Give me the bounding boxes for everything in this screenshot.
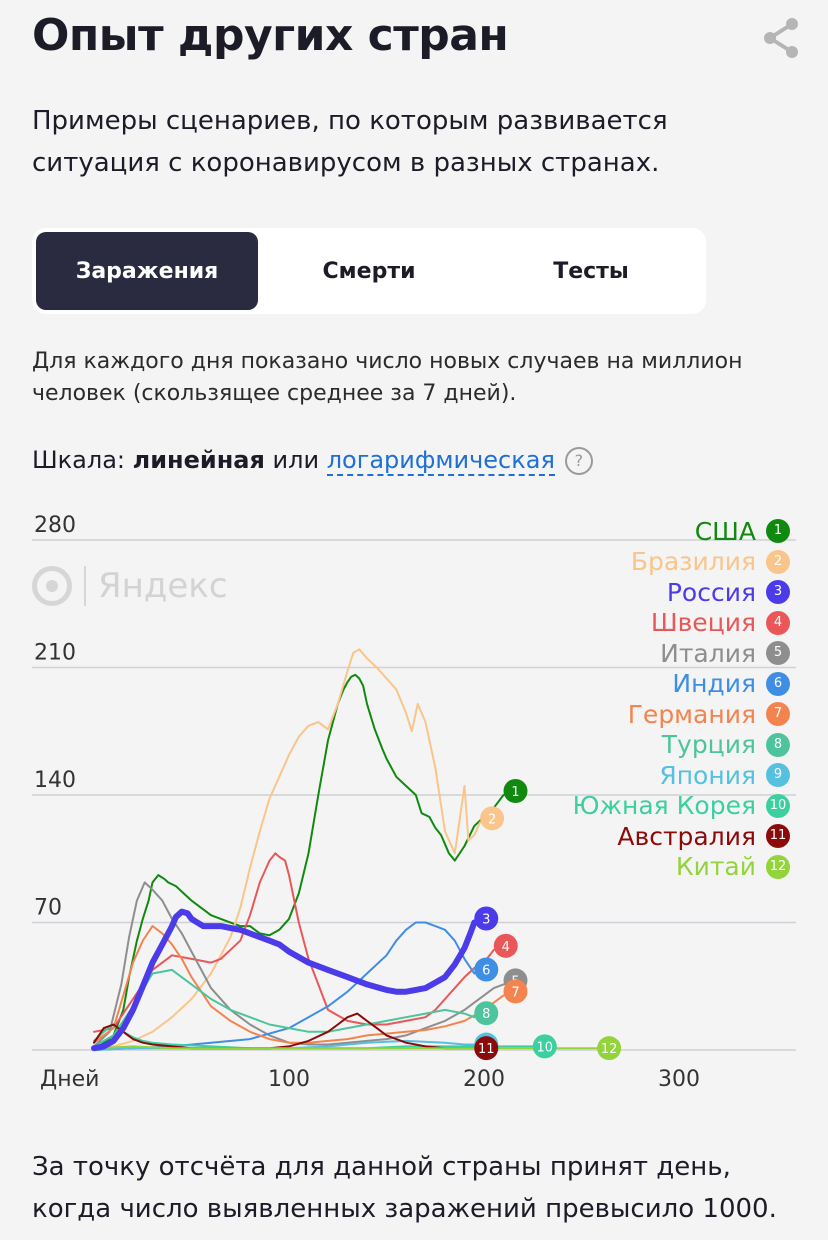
metric-tabs: Заражения Смерти Тесты: [32, 228, 706, 314]
y-tick-label: 280: [34, 513, 76, 538]
series-end-label: 3: [482, 913, 490, 928]
legend-label: Индия: [672, 669, 756, 699]
series-line-7: [93, 925, 505, 1044]
help-icon[interactable]: ?: [564, 447, 593, 475]
legend-item: Швеция 4: [573, 608, 790, 639]
series-end-marker: [503, 779, 528, 804]
legend-item: Австралия 11: [573, 821, 790, 852]
legend-item: Италия 5: [573, 638, 790, 669]
legend-badge: 2: [766, 549, 790, 574]
series-end-label: 2: [488, 812, 496, 827]
y-tick-label: 210: [34, 641, 76, 666]
y-tick-label: 70: [34, 896, 62, 921]
legend-label: Китай: [675, 852, 756, 882]
series-end-marker: [474, 957, 499, 982]
legend-item: Бразилия 2: [573, 547, 790, 578]
legend-item: Индия 6: [573, 669, 790, 700]
scale-or-label: или: [264, 446, 327, 474]
legend-label: Австралия: [617, 821, 756, 851]
series-end-marker: [503, 979, 528, 1004]
chart-legend: США 1 Бразилия 2 Россия 3 Швеция 4 Италия 5 Индия 6…: [572, 516, 790, 883]
x-axis-label: Дней: [40, 1067, 99, 1092]
series-end-label: 12: [601, 1042, 618, 1057]
legend-item: Южная Корея 10: [572, 791, 790, 822]
series-end-label: 8: [482, 1007, 490, 1022]
legend-badge: 7: [766, 702, 790, 727]
legend-label: Южная Корея: [572, 791, 757, 821]
legend-item: США 1: [573, 516, 790, 547]
share-icon[interactable]: [760, 16, 804, 60]
series-end-label: 7: [511, 985, 519, 1000]
legend-badge: 8: [766, 732, 790, 757]
y-tick-label: 140: [34, 768, 76, 793]
scale-linear-option[interactable]: линейная: [132, 446, 265, 474]
x-tick-label: 300: [658, 1067, 700, 1092]
legend-badge: 12: [766, 854, 790, 879]
tab-tests[interactable]: Тесты: [553, 258, 629, 284]
series-line-3: [91, 908, 478, 1052]
legend-label: США: [694, 516, 756, 546]
legend-item: Китай 12: [573, 852, 790, 883]
legend-badge: 5: [766, 641, 790, 666]
tab-deaths[interactable]: Смерти: [322, 258, 416, 284]
legend-badge: 9: [766, 763, 790, 788]
yandex-logo-icon: [32, 566, 72, 606]
scale-label: Шкала:: [32, 446, 133, 474]
yandex-watermark: Яндекс: [32, 566, 228, 606]
watermark-text: Яндекс: [98, 566, 228, 606]
tab-infections[interactable]: Заражения: [36, 232, 258, 310]
legend-item: Россия 3: [573, 577, 790, 608]
legend-badge: 3: [766, 580, 790, 605]
legend-badge: 4: [766, 610, 790, 635]
series-end-marker: [474, 906, 499, 931]
series-end-label: 10: [536, 1040, 553, 1055]
legend-badge: 11: [766, 824, 790, 849]
line-chart: 70140210280Дней100200300123456789101112: [32, 513, 796, 1092]
series-line-1: [93, 673, 505, 1051]
legend-item: Турция 8: [573, 730, 790, 761]
legend-label: Италия: [660, 638, 756, 668]
series-line-8: [93, 968, 476, 1048]
series-end-label: 4: [502, 940, 510, 955]
legend-item: Германия 7: [573, 699, 790, 730]
legend-label: Россия: [666, 577, 756, 607]
legend-label: Турция: [661, 730, 756, 760]
legend-badge: 1: [766, 519, 790, 544]
series-line-6: [93, 921, 476, 1051]
series-end-marker: [480, 806, 505, 831]
x-tick-label: 100: [268, 1067, 310, 1092]
series-end-marker: [532, 1034, 557, 1059]
series-line-11: [93, 1012, 476, 1050]
page-subtitle: Примеры сценариев, по которым развиваетс…: [32, 106, 668, 178]
x-tick-label: 200: [463, 1067, 505, 1092]
series-line-4: [93, 852, 495, 1033]
legend-item: Япония 9: [573, 760, 790, 791]
series-end-marker: [597, 1036, 622, 1061]
legend-badge: 6: [766, 671, 790, 696]
series-line-5: [93, 881, 505, 1048]
chart-description: Для каждого дня показано число новых слу…: [32, 349, 743, 406]
scale-log-option[interactable]: логарифмическая: [326, 446, 555, 476]
legend-label: Япония: [659, 760, 756, 790]
series-end-label: 11: [478, 1042, 495, 1057]
series-end-marker: [493, 933, 518, 958]
series-end-marker: [474, 1036, 499, 1061]
series-end-label: 6: [482, 964, 490, 979]
legend-label: Швеция: [650, 608, 756, 638]
footnote: За точку отсчёта для данной страны приня…: [32, 1152, 777, 1224]
legend-label: Германия: [627, 699, 756, 729]
series-line-12: [93, 1045, 599, 1050]
scale-switch: Шкала: линейная или логарифмическая?: [32, 446, 593, 476]
legend-label: Бразилия: [630, 547, 756, 577]
series-end-marker: [474, 1001, 499, 1026]
page-title: Опыт других стран: [32, 10, 509, 61]
series-end-label: 1: [511, 785, 519, 800]
legend-badge: 10: [766, 793, 790, 818]
